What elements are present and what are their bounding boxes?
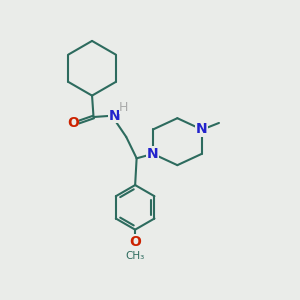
Text: H: H <box>119 101 128 114</box>
Text: CH₃: CH₃ <box>125 250 145 260</box>
Text: O: O <box>67 116 79 130</box>
Text: O: O <box>130 235 141 249</box>
Text: N: N <box>147 147 159 161</box>
Text: N: N <box>196 122 208 136</box>
Text: N: N <box>109 109 121 122</box>
